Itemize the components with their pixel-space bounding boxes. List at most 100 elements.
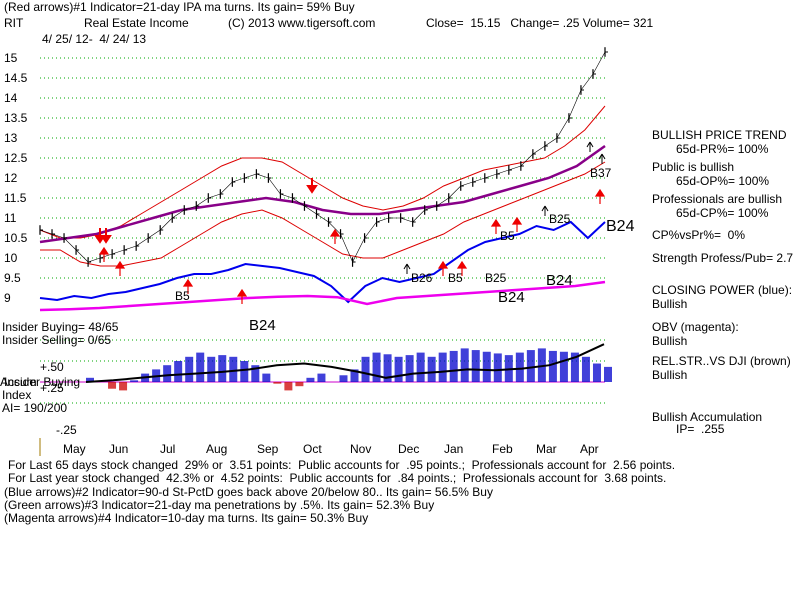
y-tick-12.5: 12.5 <box>4 151 28 165</box>
ai-value: AI= 190/200 <box>2 401 68 415</box>
y-tick-14: 14 <box>4 91 18 105</box>
month-feb: Feb <box>492 442 513 456</box>
y-tick-9.5: 9.5 <box>4 271 21 285</box>
y-tick-11.5: 11.5 <box>4 191 27 205</box>
op-value: 65d-OP%= 100% <box>676 174 770 188</box>
y-tick-15: 15 <box>4 51 18 65</box>
signal-b5-left: B5 <box>175 289 190 303</box>
accum-plus-25: +.25 <box>40 381 64 395</box>
accumulation-bar <box>240 361 249 382</box>
month-jun: Jun <box>109 442 129 456</box>
cp-vs-pr: CP%vsPr%= 0% <box>652 228 746 242</box>
accumulation-bar <box>108 382 117 389</box>
y-tick-14.5: 14.5 <box>4 71 28 85</box>
copyright: (C) 2013 www.tigersoft.com <box>228 16 376 30</box>
accumulation-bar <box>449 350 458 382</box>
accumulation-bar <box>493 353 502 382</box>
relstr-value: Bullish <box>652 368 688 382</box>
black-buy-arrow <box>598 153 606 164</box>
accumulation-bar <box>229 356 238 382</box>
accumulation-bar <box>405 355 414 382</box>
signal-b24-mid: B24 <box>546 272 573 289</box>
month-apr: Apr <box>580 442 599 456</box>
ip-value: IP= .255 <box>676 422 725 436</box>
month-may: May <box>63 442 86 456</box>
insider-selling: Insider Selling= 0/65 <box>2 333 112 347</box>
index-label: Index <box>2 388 32 402</box>
accumulation-bar <box>218 355 227 382</box>
accum-plus-50: +.50 <box>40 360 64 374</box>
accumulation-bar <box>548 350 557 382</box>
y-tick-9: 9 <box>4 291 11 305</box>
accumulation-bar <box>130 380 139 382</box>
closing-power-value: Bullish <box>652 297 688 311</box>
y-tick-10.5: 10.5 <box>4 231 28 245</box>
relstr-title: REL.STR..VS DJI (brown) <box>652 354 791 368</box>
accumulation-bar <box>350 369 359 382</box>
accumulation-bar <box>515 352 524 382</box>
accumulation-bar <box>570 352 579 382</box>
price-gridlines <box>40 57 605 279</box>
month-mar: Mar <box>536 442 557 456</box>
accumulation-bar <box>372 352 381 382</box>
sell-arrow <box>94 228 106 244</box>
footer-green-arrows: (Green arrows)#3 Indicator=21-day ma pen… <box>4 498 435 512</box>
company-name: Real Estate Income <box>84 16 189 30</box>
signal-b37: B37 <box>590 166 612 180</box>
accum-minus-25: -.25 <box>56 423 77 437</box>
accumulation-bar <box>262 373 271 382</box>
bollinger-bands <box>39 105 606 267</box>
y-tick-13.5: 13.5 <box>4 111 28 125</box>
accumulation-bar <box>185 356 194 382</box>
month-nov: Nov <box>350 442 372 456</box>
buy-arrow <box>236 288 248 304</box>
accumulation-bar <box>284 382 293 391</box>
insider-buying: Insider Buying= 48/65 <box>2 320 119 334</box>
indicator-series <box>39 47 608 312</box>
accumulation-bar <box>460 348 469 382</box>
buy-arrow <box>329 228 341 244</box>
y-tick-13: 13 <box>4 131 18 145</box>
buy-arrow <box>490 218 502 234</box>
signal-b25-b: B25 <box>485 271 507 285</box>
accumulation-bar <box>581 356 590 382</box>
ticker-symbol: RIT <box>4 16 24 30</box>
upper-band <box>39 105 606 239</box>
signal-b5-a: B5 <box>500 229 515 243</box>
buy-arrow <box>456 260 468 276</box>
accumulation-bar <box>438 352 447 382</box>
accumulation-bar <box>427 356 436 382</box>
cp-value: 65d-CP%= 100% <box>676 206 769 220</box>
closing-power-title: CLOSING POWER (blue): <box>652 283 793 297</box>
footer-magenta-arrows: (Magenta arrows)#4 Indicator=10-day ma t… <box>4 511 369 525</box>
pr-value: 65d-PR%= 100% <box>676 142 769 156</box>
accumulation-bar <box>471 350 480 382</box>
obv-value: Bullish <box>652 334 688 348</box>
accumulation-title: Bullish Accumulation <box>652 410 763 424</box>
accumulation-bar <box>163 365 172 382</box>
accumulation-bar <box>317 373 326 382</box>
accumulation-bar <box>526 350 535 382</box>
black-buy-arrow <box>586 141 594 152</box>
sell-arrow <box>306 178 318 194</box>
accumulation-bar <box>361 356 370 382</box>
accumulation-bar <box>383 354 392 382</box>
accumulation-bar <box>339 375 348 382</box>
quote-summary: Close= 15.15 Change= .25 Volume= 321 <box>426 16 654 30</box>
accumulation-bar <box>174 361 183 382</box>
buy-arrow <box>182 278 194 294</box>
black-buy-arrow <box>403 263 411 274</box>
accumulation-bar <box>196 352 205 382</box>
price-line <box>39 51 606 263</box>
accumulation-bar <box>394 356 403 382</box>
accumulation-bar <box>119 382 128 391</box>
relative-strength-line <box>85 343 605 383</box>
footer-year: For Last year stock changed 42.3% or 4.5… <box>8 471 667 485</box>
insider-buying-overlay: Insider Buying <box>4 375 81 389</box>
signal-arrows <box>94 141 606 304</box>
header-red-arrows-indicator: (Red arrows)#1 Indicator=21-day IPA ma t… <box>4 0 355 14</box>
footer-blue-arrows: (Blue arrows)#2 Indicator=90-d St-PctD g… <box>4 485 493 499</box>
buy-arrow <box>594 188 606 204</box>
buy-arrow <box>511 216 523 232</box>
